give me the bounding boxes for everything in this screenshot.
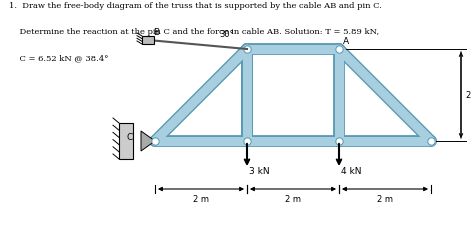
Bar [142, 36, 154, 44]
Text: 4 kN: 4 kN [341, 167, 362, 176]
Polygon shape [141, 131, 155, 151]
Text: 30°: 30° [219, 30, 234, 39]
Text: C = 6.52 kN @ 38.4°: C = 6.52 kN @ 38.4° [9, 54, 109, 62]
Text: B: B [153, 28, 159, 37]
Text: 2 m: 2 m [193, 195, 209, 204]
Text: 2 m: 2 m [466, 90, 474, 100]
Text: 3 kN: 3 kN [249, 167, 270, 176]
Text: A: A [343, 37, 349, 46]
Text: C: C [127, 134, 133, 143]
Text: 2 m: 2 m [285, 195, 301, 204]
Text: 1.  Draw the free-body diagram of the truss that is supported by the cable AB an: 1. Draw the free-body diagram of the tru… [9, 2, 383, 10]
Text: 2 m: 2 m [377, 195, 393, 204]
Text: Determine the reaction at the pin C and the force in cable AB. Solution: T = 5.8: Determine the reaction at the pin C and … [9, 28, 380, 36]
Bar [119, 123, 133, 159]
